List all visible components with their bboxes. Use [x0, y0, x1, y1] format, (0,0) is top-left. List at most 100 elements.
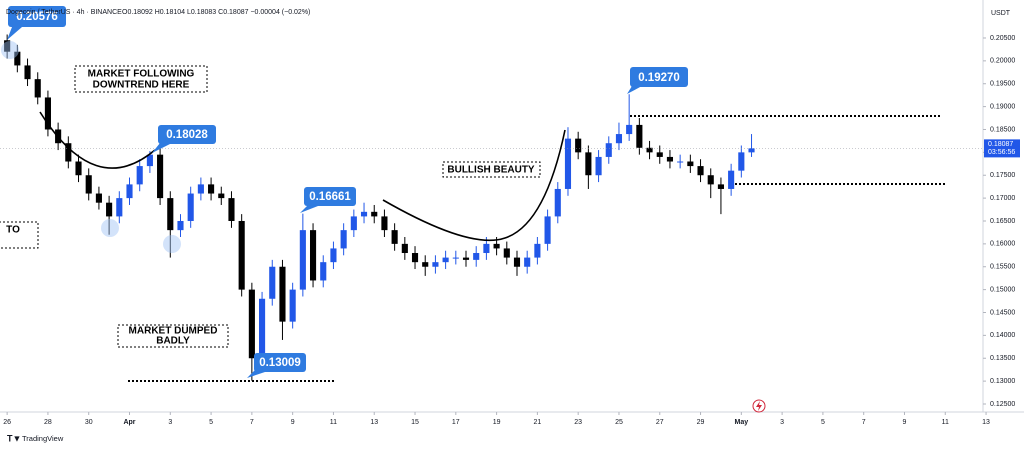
candle-body	[187, 193, 194, 221]
callout-label: 0.16661	[309, 191, 351, 203]
callout-box	[254, 353, 306, 372]
x-tick-label: 5	[821, 419, 825, 426]
candle-body	[748, 148, 755, 153]
candle-body	[554, 188, 561, 217]
x-tick-label: 26	[3, 419, 11, 426]
candle-body	[340, 230, 347, 249]
last-price-box	[984, 139, 1020, 158]
x-tick-label: 7	[862, 419, 866, 426]
candle-body	[452, 257, 459, 259]
candle-body	[330, 248, 337, 263]
callout-box	[158, 125, 216, 144]
y-tick-label: 0.20000	[990, 58, 1015, 65]
y-tick-label: 0.20500	[990, 35, 1015, 42]
y-tick-label: 0.14000	[990, 332, 1015, 339]
y-tick-label: 0.16000	[990, 241, 1015, 248]
candle-body	[248, 289, 255, 359]
annotation: MARKET DUMPED	[129, 326, 218, 337]
callout-label: 0.20576	[16, 11, 58, 23]
x-tick-label: 3	[780, 419, 784, 426]
x-tick-label: 15	[411, 419, 419, 426]
candle-body	[626, 124, 633, 135]
x-tick-label: 11	[942, 419, 949, 426]
candle-body	[544, 216, 551, 244]
candle-body	[534, 243, 541, 258]
annotation: BADLY	[156, 336, 190, 347]
candle-body	[116, 198, 123, 217]
y-tick-label: 0.17500	[990, 172, 1015, 179]
candle-body	[299, 230, 306, 290]
candle-body	[44, 97, 51, 130]
candle-body	[666, 156, 674, 162]
candle-body	[656, 152, 663, 157]
candle-body	[24, 65, 31, 80]
candle-body	[167, 198, 174, 231]
y-tick-label: 0.16500	[990, 218, 1015, 225]
candle-body	[595, 156, 602, 176]
candle-body	[432, 262, 439, 267]
last-price-label: 0.18087	[988, 141, 1013, 148]
callout-box	[630, 67, 688, 87]
candle-body	[717, 184, 724, 189]
candle-body	[401, 243, 408, 254]
annotation: DOWNTREND HERE	[93, 80, 190, 91]
callout-pointer	[300, 206, 318, 213]
candle-body	[75, 161, 82, 176]
annotation: TO	[6, 225, 20, 236]
ohlc-summary: O0.18092 H0.18104 L0.18083 C0.18087 −0.0…	[122, 9, 310, 16]
candle-body	[360, 211, 368, 217]
candle-body	[146, 154, 153, 167]
candle-body	[350, 216, 357, 231]
candle-body	[422, 262, 429, 267]
x-tick-label: 11	[330, 419, 337, 426]
y-tick-label: 0.14500	[990, 309, 1015, 316]
candle-body	[371, 211, 378, 217]
annotation-box	[117, 324, 229, 348]
candle-body	[493, 243, 500, 249]
candle-body	[738, 152, 745, 171]
candle-body	[269, 266, 276, 299]
callout-box	[8, 6, 66, 27]
x-tick-label: Apr	[123, 419, 135, 426]
x-tick-label: 7	[250, 419, 254, 426]
plot-area	[0, 34, 983, 381]
candle-body	[381, 216, 388, 231]
candle-body	[238, 220, 245, 290]
candle-body	[320, 262, 327, 281]
candle-body	[65, 143, 72, 162]
candle-body	[279, 266, 286, 322]
brand: TradingView	[22, 434, 64, 443]
candle-body	[707, 175, 714, 185]
x-tick-label: 29	[697, 419, 705, 426]
candle-body	[575, 138, 582, 153]
annotation-box	[442, 161, 541, 178]
candle-body	[687, 161, 694, 167]
annotation: MARKET FOLLOWING	[88, 69, 195, 80]
highlight	[163, 235, 181, 253]
callout-pointer	[152, 143, 172, 153]
callout-label: 0.19270	[638, 72, 680, 84]
candle-body	[636, 124, 643, 148]
y-tick-label: 0.13500	[990, 355, 1015, 362]
y-tick-label: 0.15500	[990, 264, 1015, 271]
candle-body	[85, 175, 92, 194]
candle-body	[14, 51, 21, 66]
candle-body	[615, 134, 623, 144]
x-tick-label: 30	[85, 419, 93, 426]
candle-body	[473, 253, 480, 260]
callout-pointer	[627, 86, 642, 94]
x-tick-label: 27	[656, 419, 664, 426]
candle-body	[564, 138, 572, 189]
x-tick-label: 9	[291, 419, 295, 426]
x-tick-label: 13	[370, 419, 378, 426]
x-tick-label: 17	[452, 419, 460, 426]
candle-body	[126, 184, 133, 199]
logo: T▼	[7, 433, 21, 443]
candle-body	[218, 193, 225, 199]
x-tick-label: 23	[574, 419, 582, 426]
x-tick-label: 19	[493, 419, 501, 426]
candle-body	[503, 248, 510, 258]
annotation: BULLISH BEAUTY	[447, 165, 535, 176]
callout-label: 0.13009	[259, 357, 301, 369]
